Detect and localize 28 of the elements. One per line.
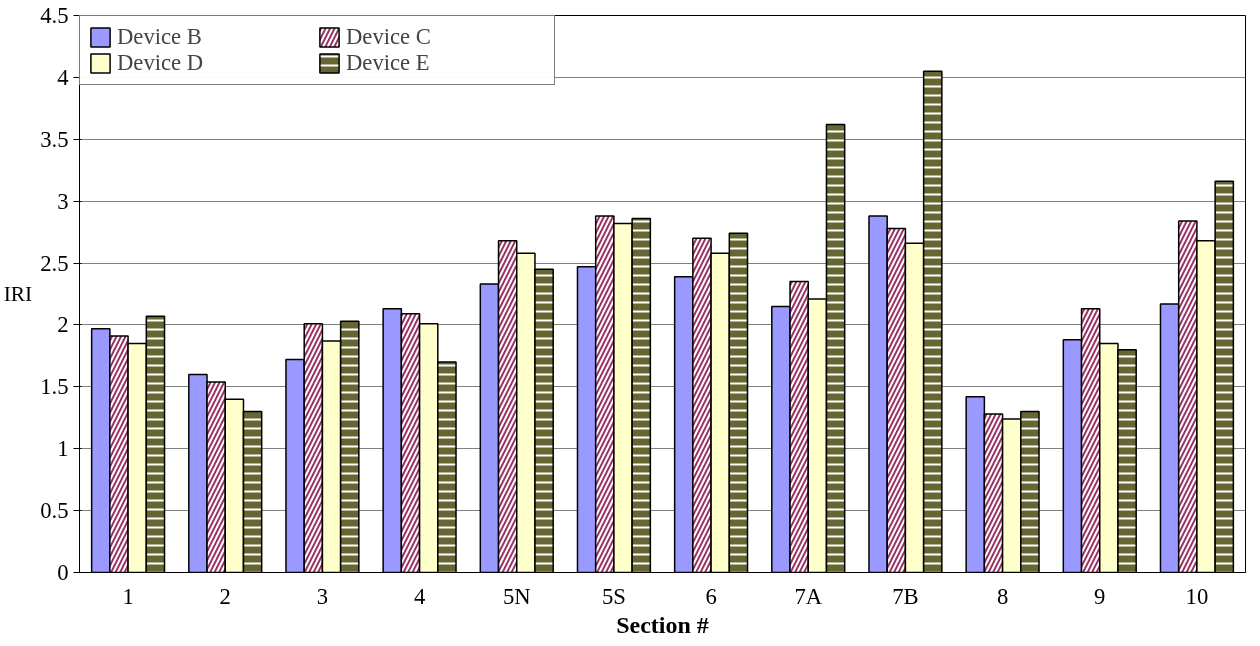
y-tick-label: 1.5 xyxy=(40,374,69,400)
y-tick-label: 4.5 xyxy=(40,3,69,28)
legend-label: Device B xyxy=(117,24,203,50)
x-tick-label: 3 xyxy=(316,583,329,609)
y-tick-label: 3 xyxy=(57,188,69,214)
legend-label: Device D xyxy=(117,50,205,76)
x-tick-label: 10 xyxy=(1185,583,1209,609)
x-tick-label: 8 xyxy=(996,583,1009,609)
x-tick-label: 7B xyxy=(892,583,919,609)
x-tick-label: 5N xyxy=(502,583,531,609)
y-axis-title: IRI xyxy=(3,282,33,306)
x-tick-label: 5S xyxy=(601,583,626,609)
y-tick-label: 0.5 xyxy=(40,498,69,524)
x-axis-title: Section # xyxy=(616,611,709,638)
x-tick-label: 6 xyxy=(705,583,717,609)
y-tick-label: 3.5 xyxy=(40,126,69,152)
x-tick-label: 9 xyxy=(1094,583,1106,609)
y-tick-label: 0 xyxy=(57,560,69,585)
y-tick-label: 2 xyxy=(57,312,69,338)
x-tick-label: 4 xyxy=(413,583,426,609)
x-tick-label: 1 xyxy=(122,583,134,609)
x-tick-label: 7A xyxy=(794,583,823,609)
y-tick-label: 2.5 xyxy=(40,250,69,276)
legend-label: Device E xyxy=(346,50,431,76)
legend-label: Device C xyxy=(346,24,432,50)
x-tick-label: 2 xyxy=(219,583,231,609)
y-tick-label: 4 xyxy=(57,64,69,90)
y-tick-label: 1 xyxy=(57,436,69,462)
